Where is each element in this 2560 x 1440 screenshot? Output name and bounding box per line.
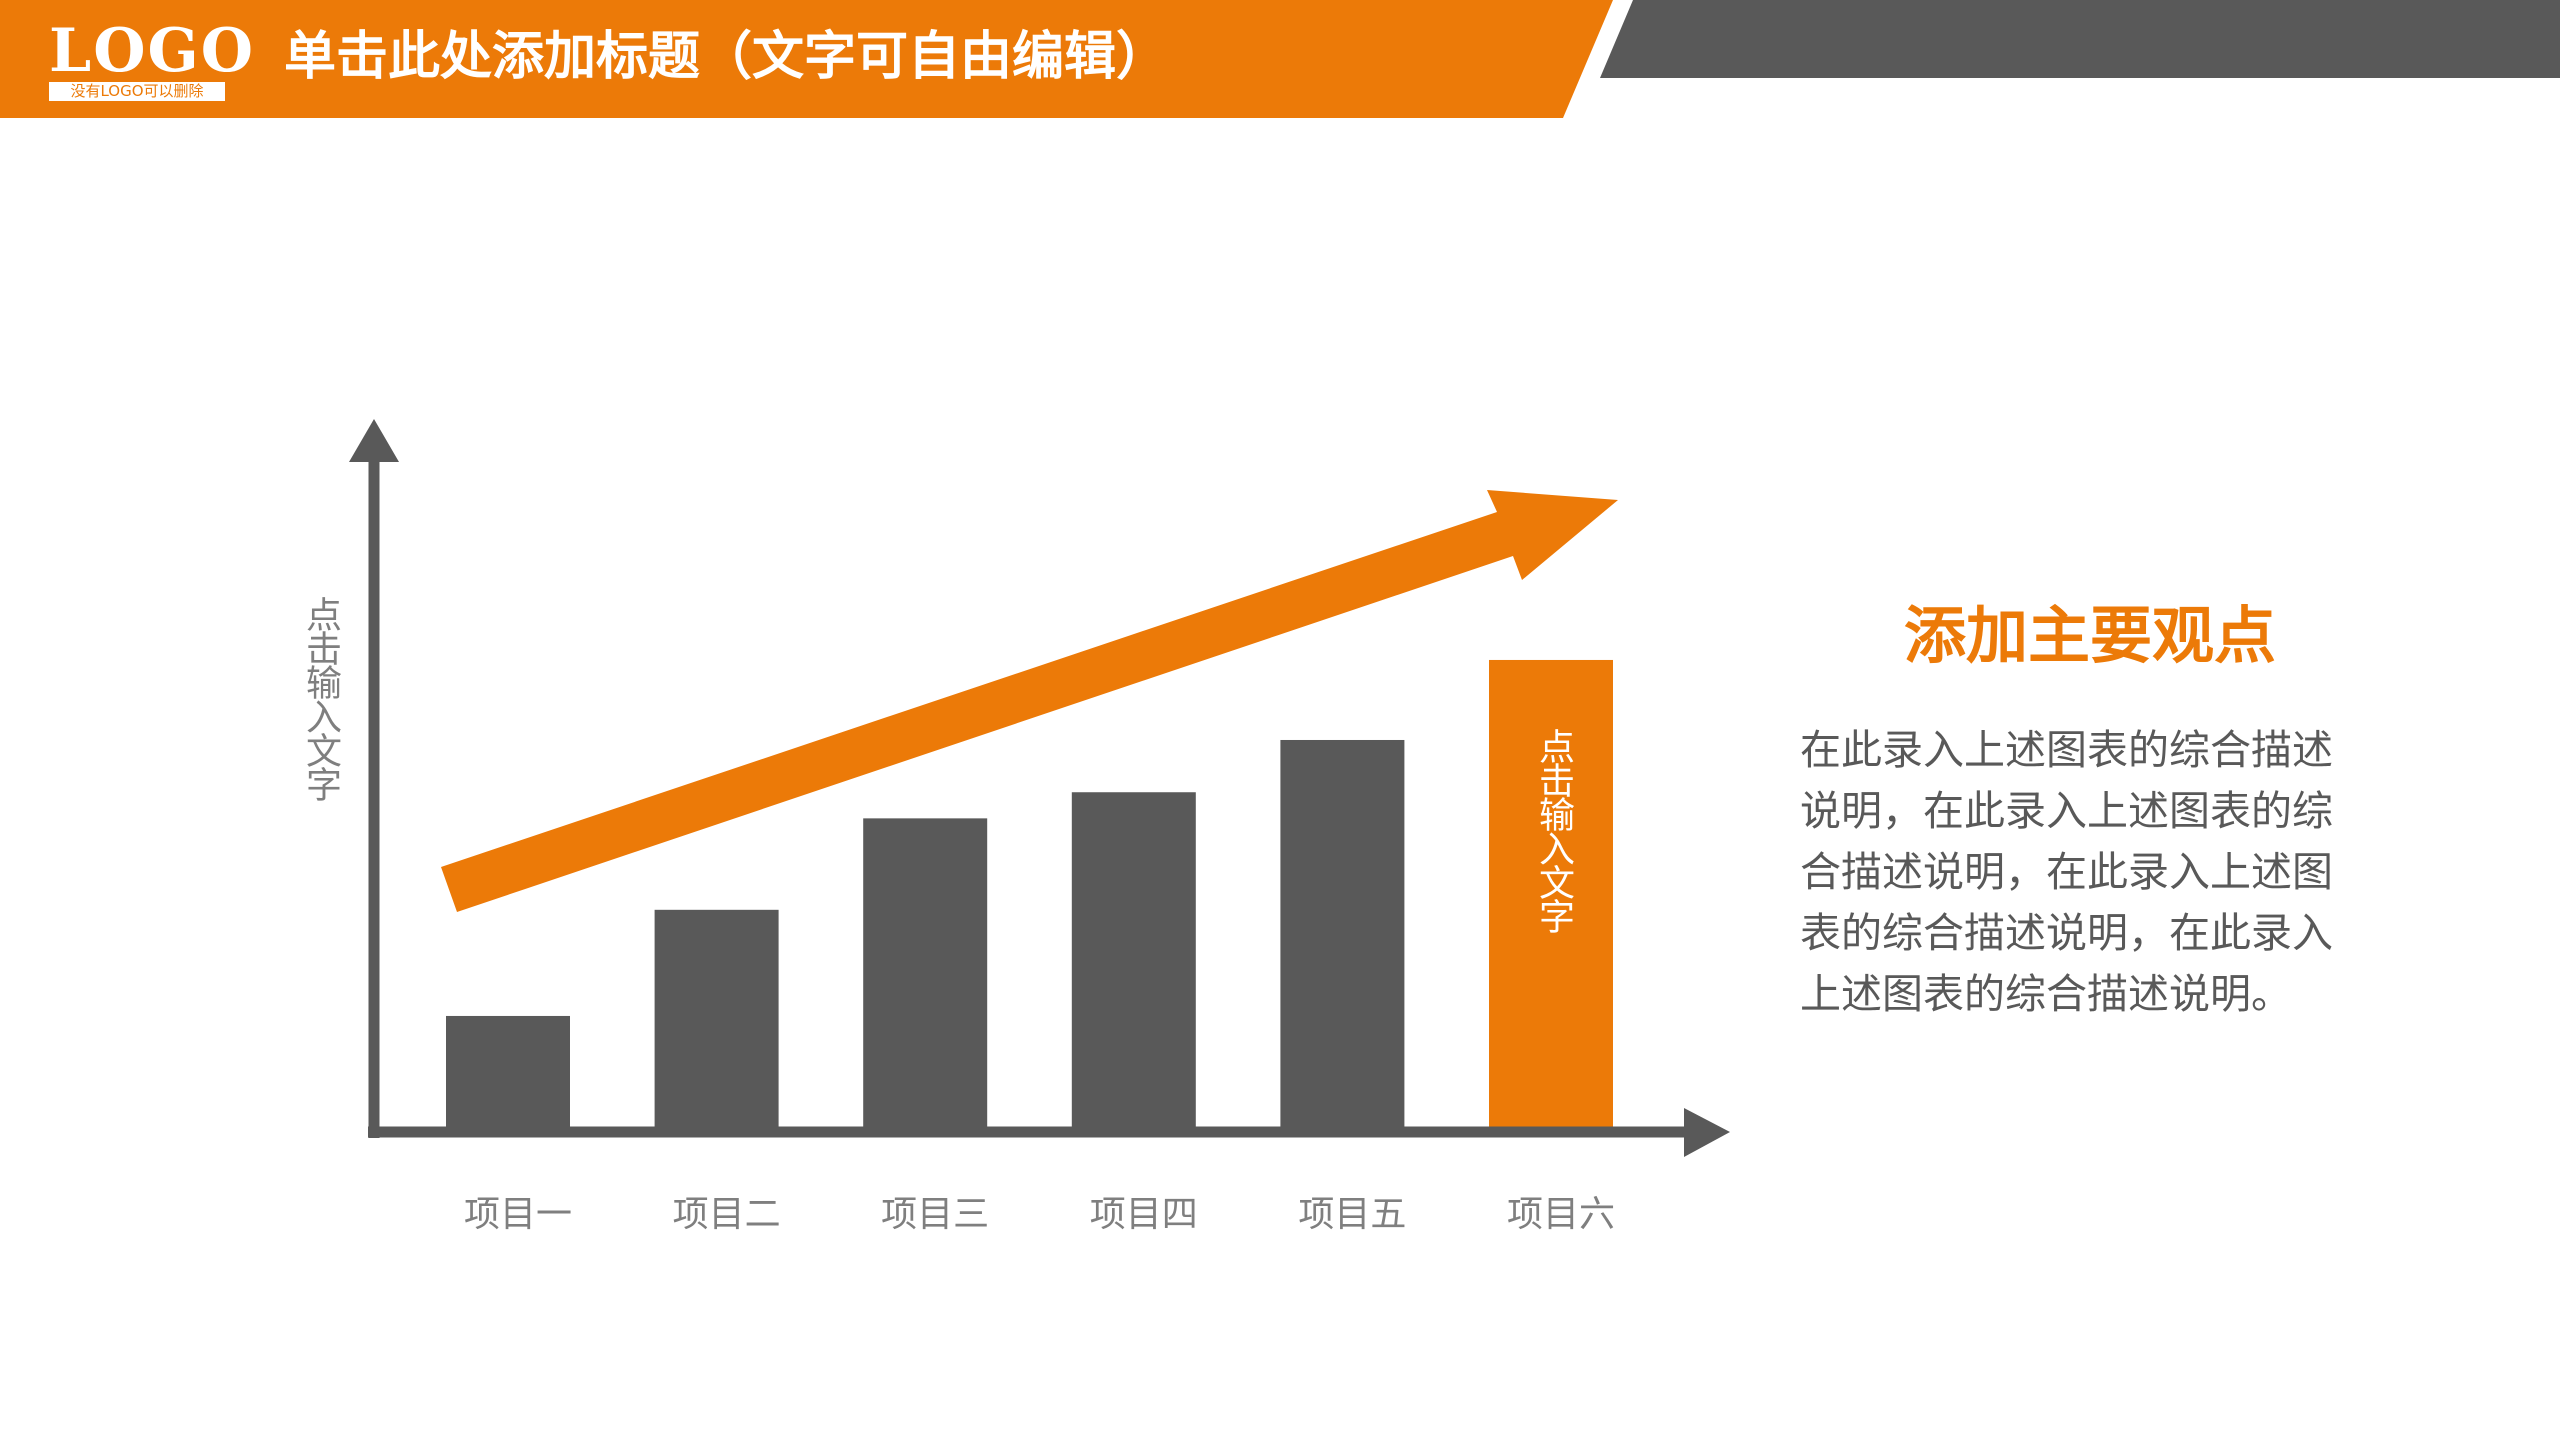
bar-1: [446, 1015, 570, 1127]
page-title[interactable]: 单击此处添加标题（文字可自由编辑）: [284, 27, 1169, 87]
bar-3: [863, 818, 988, 1127]
logo: LOGO 没有LOGO可以删除: [49, 16, 255, 101]
trend-arrow: [441, 490, 1618, 912]
y-axis-label[interactable]: 点击输入文字: [300, 596, 341, 800]
logo-subtext: 没有LOGO可以删除: [49, 82, 225, 101]
y-axis-arrow-icon: [349, 419, 399, 462]
x-tick-label: 项目五: [1298, 1194, 1407, 1235]
x-axis-arrow-icon: [1684, 1108, 1730, 1157]
x-tick-label: 项目二: [672, 1194, 781, 1235]
header-accent-bar: [1600, 0, 2560, 78]
bar-5: [1280, 739, 1405, 1127]
logo-text: LOGO: [49, 16, 255, 86]
bar-4: [1071, 792, 1196, 1127]
header-bar: [0, 0, 1613, 118]
x-tick-label: 项目四: [1089, 1194, 1198, 1235]
x-tick-label: 项目三: [881, 1194, 990, 1235]
bar-2: [654, 909, 779, 1127]
x-tick-label: 项目一: [463, 1194, 572, 1235]
x-tick-label: 项目六: [1506, 1194, 1615, 1235]
side-heading[interactable]: 添加主要观点: [1903, 599, 2276, 672]
highlight-bar-label[interactable]: 点击输入文字: [1533, 728, 1574, 932]
bar-6: [1489, 659, 1613, 1127]
side-paragraph[interactable]: 在此录入上述图表的综合描述说明，在此录入上述图表的综合描述说明，在此录入上述图表…: [1800, 726, 2333, 1018]
